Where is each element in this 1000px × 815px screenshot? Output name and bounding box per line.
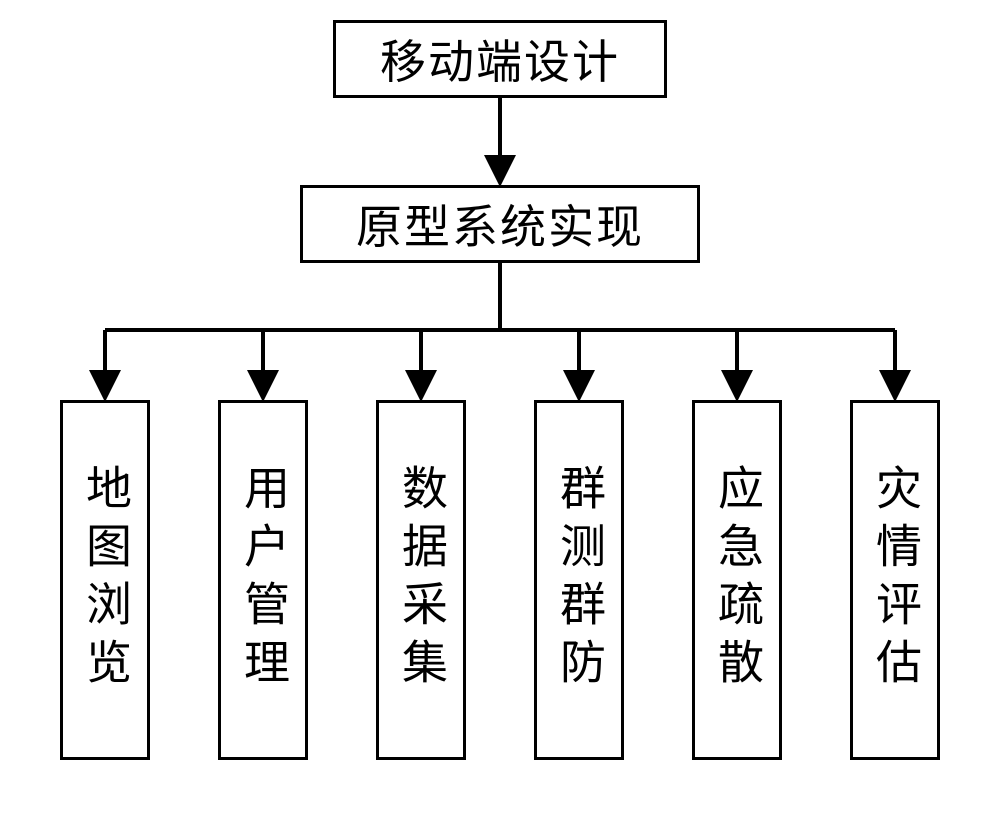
node-disaster-assessment: 灾情评估 [850,400,940,760]
node-emergency-evacuation: 应急疏散 [692,400,782,760]
node-data-collection: 数据采集 [376,400,466,760]
node-label: 数据采集 [388,464,454,696]
node-mobile-design: 移动端设计 [333,20,667,98]
node-label: 群测群防 [546,464,612,696]
node-label: 地图浏览 [72,464,138,696]
node-label: 用户管理 [230,464,296,696]
node-label: 灾情评估 [862,464,928,696]
node-map-browse: 地图浏览 [60,400,150,760]
node-user-management: 用户管理 [218,400,308,760]
node-label: 原型系统实现 [356,191,644,257]
node-label: 应急疏散 [704,464,770,696]
diagram-canvas: 移动端设计 原型系统实现 地图浏览 用户管理 数据采集 群测群防 应急疏散 灾情… [0,0,1000,815]
node-label: 移动端设计 [380,26,620,92]
node-mass-monitoring: 群测群防 [534,400,624,760]
node-prototype-system: 原型系统实现 [300,185,700,263]
